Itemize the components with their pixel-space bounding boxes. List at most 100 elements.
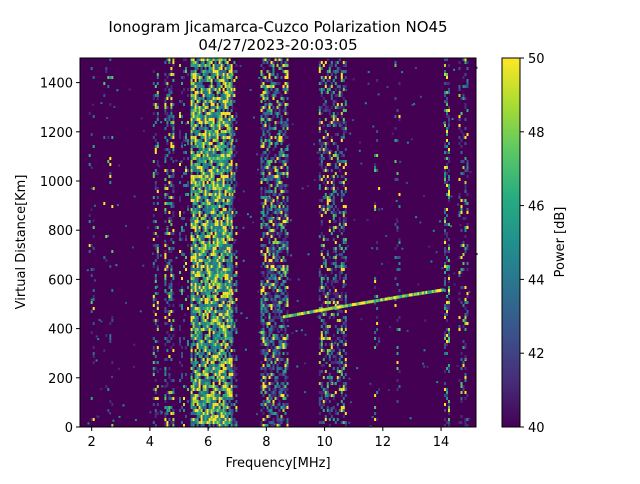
heatmap-cell: [270, 376, 273, 379]
heatmap-cell: [324, 394, 327, 397]
heatmap-cell: [204, 286, 207, 289]
heatmap-cell: [444, 166, 446, 169]
heatmap-cell: [200, 259, 203, 262]
heatmap-cell: [448, 178, 450, 181]
heatmap-cell: [230, 424, 233, 427]
heatmap-cell: [224, 235, 227, 238]
heatmap-cell: [172, 187, 175, 190]
heatmap-cell: [228, 412, 231, 415]
heatmap-cell: [342, 133, 345, 136]
heatmap-cell: [212, 256, 215, 259]
heatmap-cell: [278, 286, 281, 289]
heatmap-cell: [268, 322, 271, 325]
heatmap-cell: [228, 169, 231, 172]
heatmap-cell: [181, 238, 183, 241]
heatmap-cell: [446, 307, 448, 310]
heatmap-cell: [260, 301, 263, 304]
heatmap-cell: [280, 388, 283, 391]
heatmap-cell: [208, 148, 211, 151]
heatmap-cell: [284, 133, 287, 136]
heatmap-cell: [278, 409, 281, 412]
heatmap-cell: [272, 97, 275, 100]
heatmap-cell: [214, 331, 217, 334]
heatmap-cell: [340, 151, 343, 154]
heatmap-cell: [194, 379, 197, 382]
heatmap-cell: [276, 202, 279, 205]
heatmap-cell: [268, 64, 271, 67]
frequency-band: [394, 61, 401, 403]
heatmap-cell: [322, 124, 325, 127]
heatmap-cell: [280, 346, 283, 349]
heatmap-cell: [332, 190, 335, 193]
heatmap-cell: [168, 424, 171, 427]
heatmap-cell: [190, 160, 193, 163]
heatmap-cell: [326, 409, 329, 412]
heatmap-cell: [190, 292, 193, 295]
heatmap-cell: [272, 283, 275, 286]
heatmap-cell: [268, 106, 271, 109]
heatmap-cell: [262, 304, 265, 307]
heatmap-cell: [374, 331, 377, 334]
heatmap-cell: [166, 421, 169, 424]
heatmap-cell: [233, 100, 236, 103]
heatmap-cell: [152, 421, 155, 424]
heatmap-cell: [276, 106, 279, 109]
heatmap-cell: [394, 223, 397, 226]
heatmap-cell: [446, 172, 448, 175]
heatmap-cell: [320, 220, 323, 223]
heatmap-cell: [260, 70, 263, 73]
heatmap-cell: [196, 274, 199, 277]
heatmap-cell: [274, 211, 277, 214]
heatmap-cell: [198, 238, 201, 241]
heatmap-cell: [216, 298, 219, 301]
heatmap-cell: [202, 319, 205, 322]
heatmap-cell: [233, 424, 236, 427]
heatmap-cell: [320, 331, 323, 334]
heatmap-cell: [168, 148, 171, 151]
heatmap-cell: [172, 190, 175, 193]
heatmap-cell: [318, 289, 321, 292]
heatmap-cell: [274, 352, 277, 355]
heatmap-cell: [220, 289, 223, 292]
heatmap-cell: [208, 289, 211, 292]
heatmap-cell: [192, 82, 195, 85]
heatmap-cell: [206, 244, 209, 247]
heatmap-cell: [206, 394, 209, 397]
heatmap-cell: [185, 256, 187, 259]
heatmap-cell: [216, 280, 219, 283]
heatmap-cell: [230, 70, 233, 73]
heatmap-cell: [326, 253, 329, 256]
heatmap-cell: [326, 88, 329, 91]
heatmap-cell: [276, 280, 279, 283]
heatmap-cell: [218, 370, 221, 373]
heatmap-cell: [226, 223, 229, 226]
heatmap-cell: [342, 283, 345, 286]
heatmap-cell: [109, 103, 112, 106]
heatmap-cell: [214, 79, 217, 82]
heatmap-cell: [198, 343, 201, 346]
heatmap-cell: [103, 349, 106, 352]
heatmap-cell: [202, 415, 205, 418]
heatmap-cell: [152, 202, 155, 205]
heatmap-cell: [282, 409, 285, 412]
heatmap-cell: [228, 292, 231, 295]
heatmap-cell: [198, 310, 201, 313]
heatmap-cell: [224, 187, 227, 190]
heatmap-cell: [320, 253, 323, 256]
heatmap-cell: [228, 310, 231, 313]
heatmap-cell: [194, 373, 197, 376]
heatmap-cell: [444, 229, 446, 232]
heatmap-cell: [264, 232, 267, 235]
heatmap-cell: [166, 142, 169, 145]
heatmap-cell: [222, 313, 225, 316]
heatmap-cell: [268, 253, 271, 256]
heatmap-cell: [204, 139, 207, 142]
heatmap-cell: [260, 424, 263, 427]
heatmap-cell: [448, 403, 450, 406]
heatmap-cell: [326, 286, 329, 289]
heatmap-cell: [220, 181, 223, 184]
heatmap-cell: [156, 106, 159, 109]
heatmap-cell: [268, 385, 271, 388]
heatmap-cell: [266, 415, 269, 418]
heatmap-cell: [328, 226, 331, 229]
